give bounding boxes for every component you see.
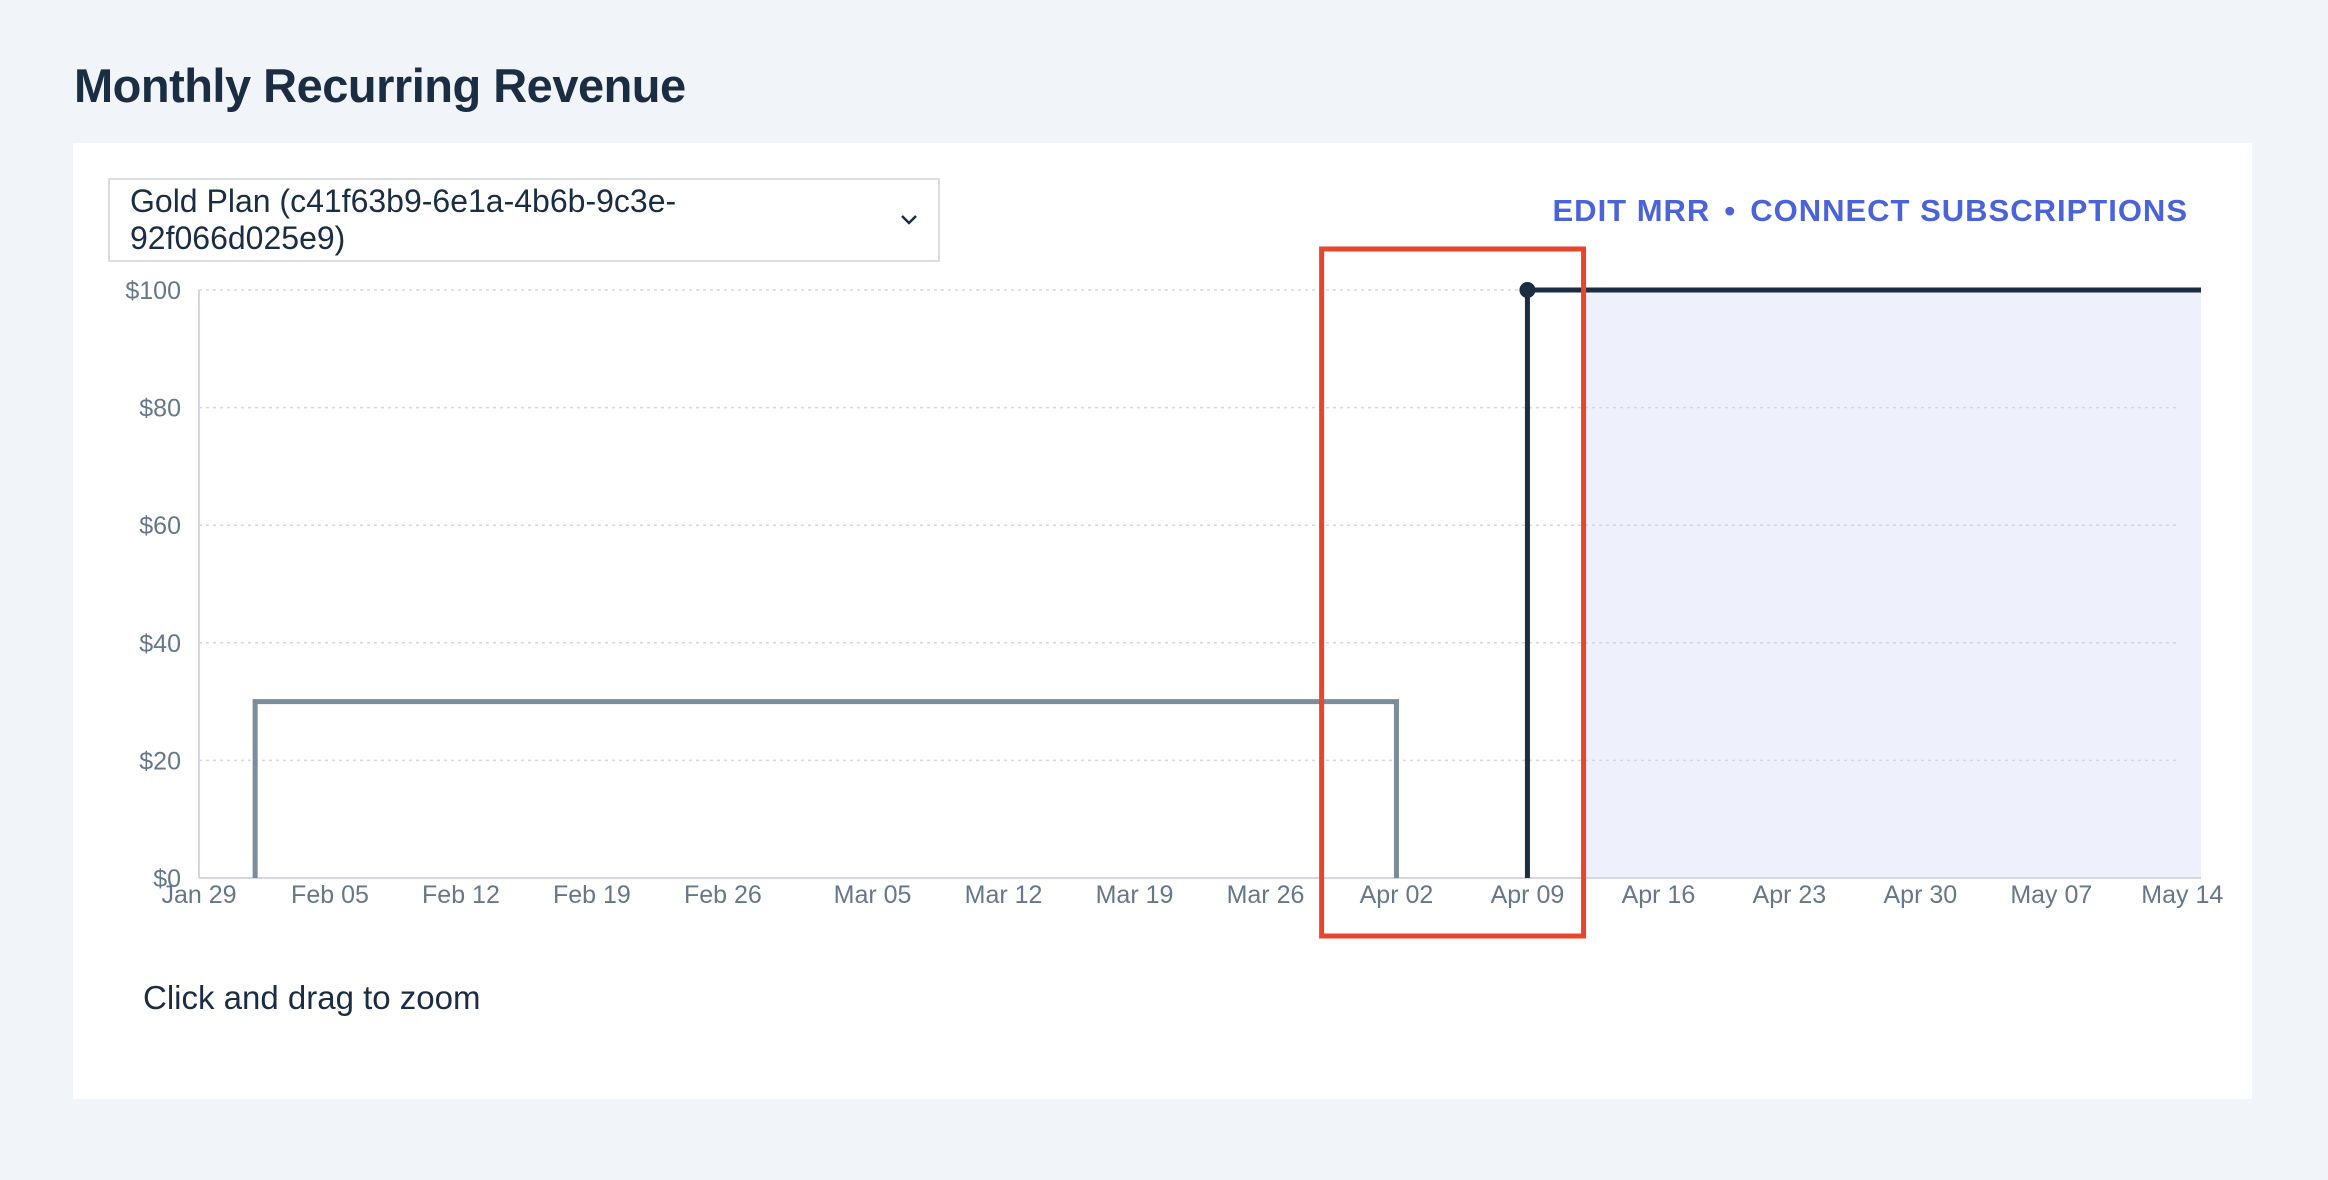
zoom-hint: Click and drag to zoom	[143, 979, 481, 1016]
x-tick-label: Apr 30	[1884, 881, 1958, 909]
y-tick-label: $80	[139, 395, 181, 423]
y-tick-label: $60	[139, 512, 181, 540]
y-tick-label: $20	[139, 747, 181, 775]
page-title: Monthly Recurring Revenue	[74, 59, 686, 112]
edit-mrr-link[interactable]: EDIT MRR	[1552, 193, 1711, 228]
mrr-card: Gold Plan (c41f63b9-6e1a-4b6b-9c3e-92f06…	[73, 143, 2252, 1099]
x-tick-label: Apr 02	[1360, 881, 1434, 909]
y-tick-label: $40	[139, 630, 181, 658]
connect-subscriptions-link[interactable]: CONNECT SUBSCRIPTIONS	[1750, 193, 2188, 228]
forecast-region	[1583, 290, 2201, 878]
x-tick-label: Feb 05	[291, 881, 369, 909]
x-tick-label: Feb 19	[553, 881, 631, 909]
x-tick-label: Mar 12	[965, 881, 1043, 909]
x-tick-label: Apr 09	[1491, 881, 1565, 909]
x-tick-label: May 14	[2141, 881, 2223, 909]
y-tick-label: $100	[125, 277, 181, 305]
series-line-1	[252, 699, 1399, 878]
plan-select[interactable]: Gold Plan (c41f63b9-6e1a-4b6b-9c3e-92f06…	[108, 178, 940, 262]
mrr-chart[interactable]: $0 $20 $40 $60 $80 $100 Jan 29 Feb 05 Feb 12 Feb …	[73, 143, 2252, 943]
x-tick-label: Feb 26	[684, 881, 762, 909]
plan-select-value: Gold Plan (c41f63b9-6e1a-4b6b-9c3e-92f06…	[130, 183, 677, 256]
x-tick-label: Mar 19	[1096, 881, 1174, 909]
chart-actions: EDIT MRR • CONNECT SUBSCRIPTIONS	[1553, 193, 2189, 229]
y-tick-label: $0	[153, 865, 181, 893]
series-point-marker[interactable]	[1519, 282, 1536, 298]
x-tick-label: Jan 29	[161, 881, 236, 909]
x-tick-label: Apr 16	[1622, 881, 1696, 909]
x-tick-label: Mar 05	[834, 881, 912, 909]
chevron-down-icon	[900, 214, 918, 226]
highlight-box	[1319, 246, 1587, 939]
x-tick-label: Feb 12	[422, 881, 500, 909]
separator-dot: •	[1724, 193, 1737, 228]
x-tick-label: Apr 23	[1753, 881, 1827, 909]
x-tick-label: May 07	[2010, 881, 2092, 909]
x-tick-label: Mar 26	[1227, 881, 1305, 909]
